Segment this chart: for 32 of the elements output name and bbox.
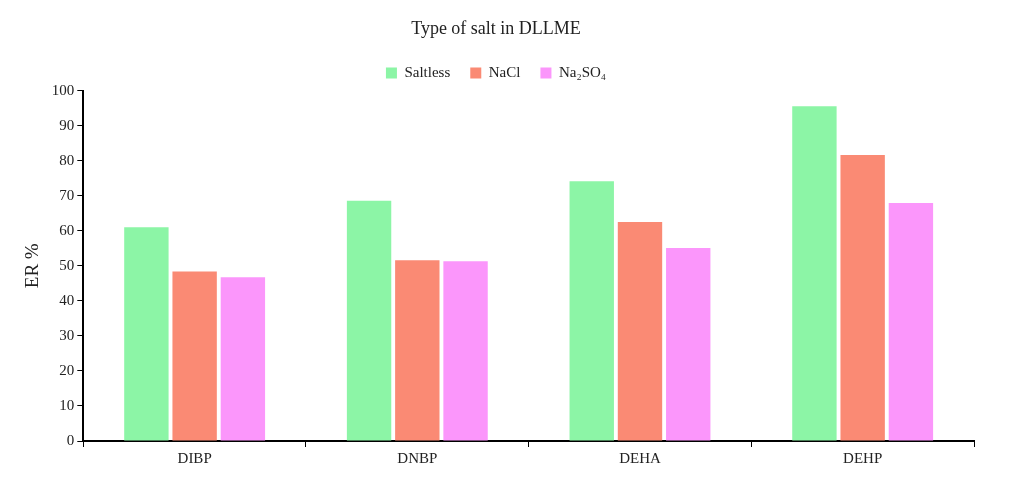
y-tick-label: 60	[59, 221, 75, 238]
bar	[666, 247, 711, 441]
y-tick-label: 90	[59, 116, 75, 133]
bar	[617, 222, 663, 441]
x-tick-label: DNBP	[397, 449, 438, 466]
bar	[840, 155, 885, 441]
bar	[569, 181, 614, 441]
y-tick-label: 20	[59, 361, 75, 378]
y-tick-label: 80	[59, 151, 75, 168]
y-tick-label: 70	[59, 186, 75, 203]
x-tick-label: DEHP	[843, 449, 883, 466]
bar	[792, 106, 837, 441]
bar	[888, 203, 934, 441]
bar	[443, 261, 488, 441]
x-tick-label: DIBP	[177, 449, 212, 466]
y-tick-label: 50	[59, 256, 75, 273]
bar	[172, 271, 217, 441]
bar	[346, 200, 392, 441]
bar	[395, 260, 440, 441]
legend-label: Na₂SO₄	[558, 64, 607, 81]
legend-label: Saltless	[404, 64, 451, 81]
y-tick-label: 10	[59, 396, 75, 413]
bar	[220, 277, 266, 441]
chart-title: Type of salt in DLLME	[411, 17, 581, 38]
y-tick-label: 0	[66, 431, 75, 448]
y-tick-label: 100	[51, 81, 75, 98]
y-tick-label: 40	[59, 291, 75, 308]
legend-label: NaCl	[488, 64, 521, 81]
y-tick-label: 30	[59, 326, 75, 343]
y-axis-title: ER %	[21, 243, 43, 289]
x-tick-label: DEHA	[619, 449, 661, 466]
bar	[124, 227, 169, 441]
